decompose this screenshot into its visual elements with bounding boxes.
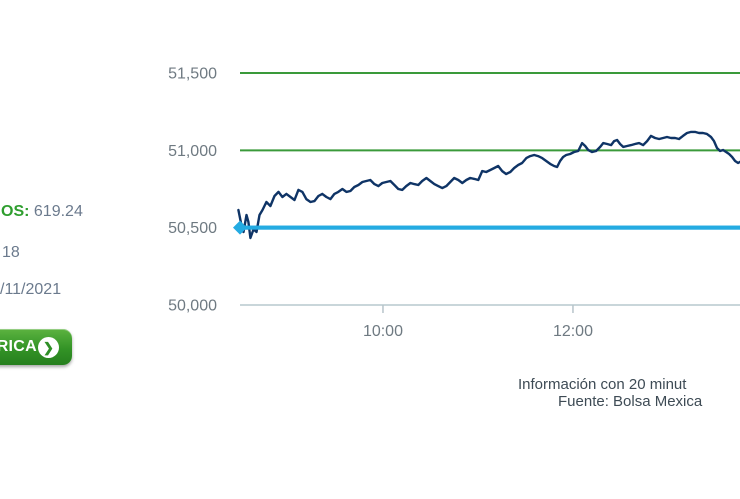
- stat-points-value: 619.24: [33, 203, 83, 220]
- source-note: Fuente: Bolsa Mexica: [558, 393, 703, 410]
- stat-points-line: OS: 619.24: [1, 203, 83, 221]
- stat-date-fragment: /11/2021: [0, 281, 62, 298]
- intraday-line-chart: 51,500 51,000 50,500 50,000 10:00 12:00: [168, 66, 740, 340]
- previous-close-diamond-marker: [233, 220, 247, 235]
- y-axis-tick-label: 50,000: [168, 298, 217, 315]
- delay-note: Información con 20 minut: [518, 376, 687, 393]
- x-axis-tick-label: 12:00: [553, 323, 593, 340]
- x-axis-tick-label: 10:00: [363, 323, 403, 340]
- stat-time-fragment: 18: [2, 244, 20, 261]
- y-axis-tick-label: 51,500: [168, 66, 217, 83]
- circle-arrow-right-icon: ❯: [38, 336, 59, 358]
- y-axis-tick-label: 50,500: [168, 220, 217, 237]
- y-axis-tick-label: 51,000: [168, 143, 217, 160]
- historic-chart-button[interactable]: RICA ❯: [0, 329, 72, 365]
- stat-points-label: OS:: [1, 203, 30, 220]
- historic-chart-button-label: RICA: [0, 338, 37, 355]
- price-line: [237, 130, 740, 240]
